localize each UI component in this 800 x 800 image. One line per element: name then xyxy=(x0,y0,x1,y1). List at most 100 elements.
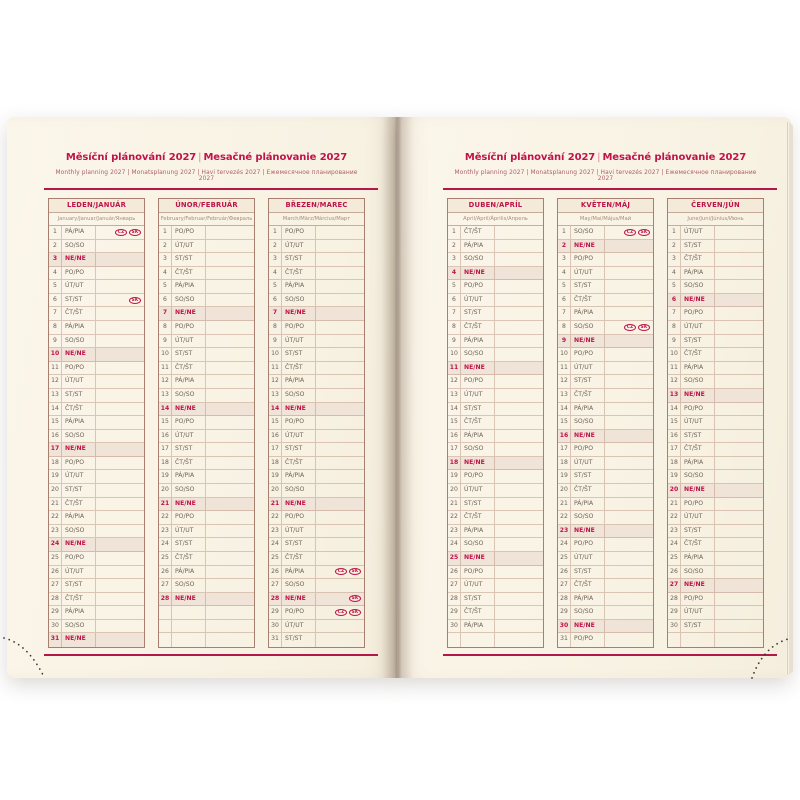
day-name: NE/NE xyxy=(461,361,495,375)
notes-cell xyxy=(206,335,254,348)
day-number: 28 xyxy=(159,592,172,606)
day-number: 12 xyxy=(159,375,172,388)
day-number: 22 xyxy=(159,511,172,524)
day-row: 20 ÚT/UT xyxy=(448,484,543,498)
notes-cell xyxy=(495,457,543,470)
day-number: 15 xyxy=(159,416,172,429)
day-number: 17 xyxy=(159,443,172,456)
day-number: 11 xyxy=(558,361,571,375)
day-number: 11 xyxy=(49,361,62,375)
notes-cell xyxy=(605,593,653,606)
day-number: 22 xyxy=(269,511,282,524)
notes-cell xyxy=(316,430,364,443)
day-row: 20 NE/NE xyxy=(668,484,763,498)
day-name: ČT/ŠT xyxy=(681,538,715,551)
day-number: 8 xyxy=(49,321,62,334)
day-name: NE/NE xyxy=(571,619,605,633)
day-name: ÚT/UT xyxy=(62,565,96,579)
day-row: 4 PO/PO xyxy=(49,266,144,281)
day-name: PO/PO xyxy=(681,402,715,416)
notes-cell xyxy=(316,253,364,266)
notes-cell xyxy=(206,620,254,633)
notes-cell xyxy=(206,443,254,456)
day-name: ČT/ŠT xyxy=(172,266,206,280)
title-divider: | xyxy=(198,152,202,163)
notes-cell xyxy=(316,538,364,551)
day-name: NE/NE xyxy=(172,402,206,416)
empty-row xyxy=(668,633,763,647)
day-name: PO/PO xyxy=(571,538,605,551)
day-name: SO/SO xyxy=(62,334,96,348)
notes-cell xyxy=(96,511,144,524)
day-row: 8 ÚT/UT xyxy=(668,321,763,335)
day-name: SO/SO xyxy=(172,388,206,402)
notes-cell xyxy=(715,280,763,293)
day-name: ČT/ŠT xyxy=(461,321,495,334)
day-name: ÚT/UT xyxy=(681,321,715,334)
day-number: 14 xyxy=(49,402,62,416)
day-number: 8 xyxy=(558,321,571,334)
day-number: 28 xyxy=(558,592,571,606)
day-name: NE/NE xyxy=(62,443,96,456)
notes-cell xyxy=(206,470,254,483)
day-name: PO/PO xyxy=(172,321,206,334)
day-number: 4 xyxy=(448,266,461,280)
day-name: NE/NE xyxy=(282,307,316,321)
day-row: 13 ČT/ŠT xyxy=(558,388,653,403)
day-name: PÁ/PIA xyxy=(681,361,715,375)
day-number: 15 xyxy=(558,416,571,429)
notes-cell xyxy=(96,579,144,592)
day-row: 11 PÁ/PIA xyxy=(668,361,763,376)
day-number: 22 xyxy=(558,511,571,524)
notes-cell xyxy=(715,552,763,565)
day-name: ÚT/UT xyxy=(172,429,206,443)
day-name: ST/ST xyxy=(571,280,605,293)
notes-cell xyxy=(206,633,254,647)
day-number: 21 xyxy=(558,497,571,511)
day-number: 16 xyxy=(159,429,172,443)
day-row: 15 ÚT/UT xyxy=(668,416,763,430)
notes-cell xyxy=(605,240,653,253)
day-row: 10 PO/PO xyxy=(558,348,653,362)
day-number: 1 xyxy=(558,226,571,239)
day-row: 22 ÚT/UT xyxy=(668,511,763,525)
notes-cell xyxy=(495,470,543,483)
day-name: ST/ST xyxy=(461,497,495,511)
notes-cell xyxy=(495,253,543,266)
day-number: 12 xyxy=(558,375,571,388)
notes-cell xyxy=(495,307,543,320)
page-right-content: Měsíční plánování 2027 | Mesačné plánovani… xyxy=(397,117,791,656)
day-name: SO/SO xyxy=(62,239,96,253)
day-name: ST/ST xyxy=(62,579,96,592)
day-row: 24 ST/ST xyxy=(159,538,254,552)
day-name xyxy=(172,619,206,633)
notes-cell xyxy=(605,484,653,497)
day-row: 4 ČT/ŠT xyxy=(159,266,254,281)
day-name: ÚT/UT xyxy=(282,619,316,633)
day-number: 28 xyxy=(448,592,461,606)
day-number: 17 xyxy=(448,443,461,456)
notes-cell xyxy=(495,525,543,538)
day-row: 31 NE/NE xyxy=(49,633,144,647)
day-row: 21 NE/NE xyxy=(269,497,364,512)
day-name: PO/PO xyxy=(172,226,206,239)
day-number: 31 xyxy=(269,633,282,647)
day-row: 27 ČT/ŠT xyxy=(558,579,653,593)
day-number: 8 xyxy=(448,321,461,334)
notes-cell xyxy=(206,566,254,579)
day-row: 27 ÚT/UT xyxy=(448,579,543,593)
day-name: ST/ST xyxy=(681,429,715,443)
day-number: 16 xyxy=(558,429,571,443)
notes-cell xyxy=(605,348,653,361)
day-number: 2 xyxy=(668,239,681,253)
day-number: 20 xyxy=(269,484,282,497)
day-name: ST/ST xyxy=(282,443,316,456)
day-name: ÚT/UT xyxy=(461,484,495,497)
notes-cell xyxy=(605,633,653,647)
day-number: 12 xyxy=(668,375,681,388)
day-number: 6 xyxy=(448,293,461,307)
day-row: 23 NE/NE xyxy=(558,524,653,539)
day-row: 1 PO/PO xyxy=(159,226,254,240)
day-row: 16 ÚT/UT xyxy=(159,429,254,444)
day-row: 17 ST/ST xyxy=(159,443,254,457)
